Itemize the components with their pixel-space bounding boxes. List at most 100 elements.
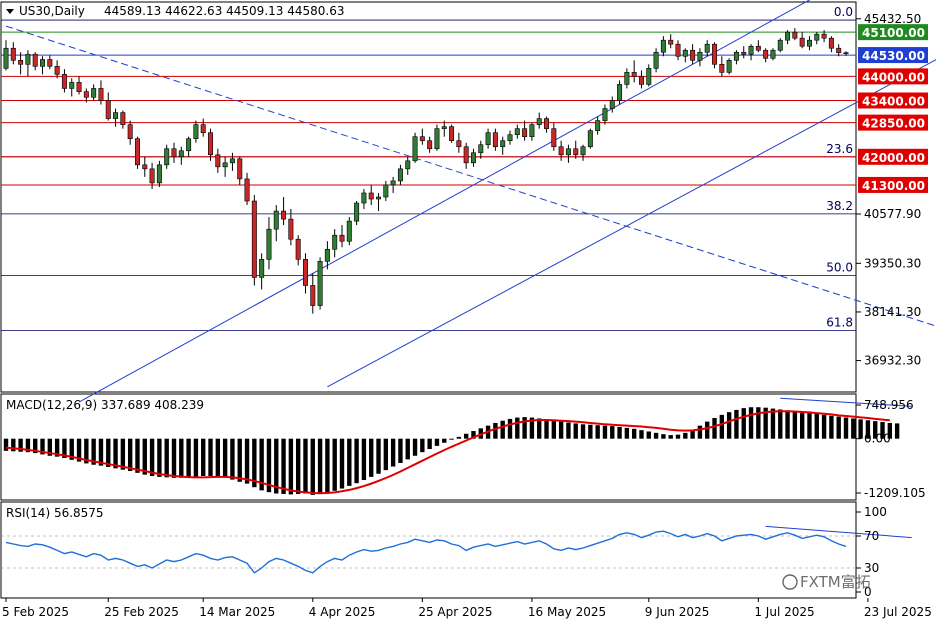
candle-body	[806, 39, 812, 47]
macd-histogram-bar	[208, 438, 213, 476]
macd-histogram-bar	[427, 438, 432, 450]
candle-body	[317, 261, 323, 306]
candle-body	[748, 45, 754, 55]
candle-body	[332, 234, 338, 250]
candle-body	[105, 100, 111, 119]
macd-histogram-bar	[719, 414, 725, 439]
candle-body	[281, 210, 287, 220]
macd-histogram-bar	[266, 438, 272, 493]
macd-histogram-bar	[40, 438, 45, 455]
macd-histogram-bar	[25, 438, 31, 453]
macd-histogram-bar	[179, 438, 184, 478]
triangle-down-icon[interactable]	[6, 9, 14, 14]
candle-body	[624, 72, 630, 85]
candle-body	[653, 51, 659, 69]
candle-body	[244, 178, 250, 202]
macd-histogram-bar	[770, 408, 776, 439]
candle-body	[792, 31, 798, 39]
macd-histogram-bar	[76, 438, 82, 462]
macd-histogram-bar	[741, 408, 746, 439]
candle-body	[514, 128, 520, 135]
macd-pane	[3, 397, 912, 495]
rsi-tick-label: 100	[864, 505, 887, 519]
date-tick-label: 23 Jul 2025	[864, 605, 932, 619]
macd-histogram-bar	[201, 438, 206, 476]
macd-histogram-bar	[799, 412, 805, 439]
candle-body	[522, 128, 528, 137]
fxtm-logo-icon	[782, 574, 798, 590]
macd-histogram-bar	[252, 438, 257, 488]
candle-body	[397, 168, 403, 182]
macd-histogram-bar	[354, 438, 359, 484]
macd-histogram-bar	[873, 421, 878, 439]
level-tag-label: 41300.00	[862, 179, 925, 193]
candle-body	[565, 148, 571, 156]
candle-body	[237, 158, 243, 180]
candle-body	[434, 128, 440, 150]
candle-body	[551, 128, 557, 148]
macd-histogram-bar	[734, 409, 739, 439]
candle-body	[704, 43, 710, 53]
macd-histogram-bar	[361, 438, 367, 481]
candle-body	[558, 146, 564, 156]
macd-signal-line	[5, 410, 890, 495]
macd-histogram-bar	[215, 438, 221, 477]
candle-body	[485, 132, 491, 146]
macd-histogram-bar	[193, 438, 199, 477]
candle-body	[383, 184, 389, 198]
macd-histogram-bar	[91, 438, 96, 465]
candle-body	[595, 120, 601, 131]
macd-histogram-bar	[515, 417, 520, 439]
macd-histogram-bar	[610, 426, 615, 439]
macd-histogram-bar	[683, 432, 688, 439]
ohlc-values: 44589.13 44622.63 44509.13 44580.63	[104, 4, 344, 18]
fib-level-label: 0.0	[834, 5, 853, 19]
macd-histogram-bar	[631, 428, 637, 439]
macd-histogram-bar	[142, 438, 147, 475]
rsi-tick-label: 30	[864, 561, 879, 575]
candle-body	[142, 164, 148, 170]
date-tick-label: 16 May 2025	[528, 605, 606, 619]
candle-body	[61, 74, 67, 89]
candle-body	[777, 39, 783, 51]
candle-body	[660, 39, 666, 53]
candle-body	[178, 150, 184, 158]
fib-level-label: 23.6	[826, 142, 853, 156]
macd-histogram-bar	[244, 438, 250, 484]
macd-histogram-bar	[164, 438, 169, 478]
candle-body	[755, 45, 761, 51]
watermark-text: FXTM富拓	[800, 573, 871, 591]
macd-histogram-bar	[887, 422, 893, 439]
level-tag-label: 45100.00	[862, 26, 925, 40]
candle-body	[376, 196, 382, 200]
candle-body	[361, 192, 367, 204]
rsi-line	[5, 530, 847, 574]
macd-histogram-bar	[113, 438, 118, 469]
candle-body	[40, 59, 46, 67]
macd-histogram-bar	[390, 438, 396, 467]
macd-histogram-bar	[456, 436, 462, 439]
level-tag	[858, 148, 928, 165]
date-tick-label: 4 Apr 2025	[309, 605, 376, 619]
axes: 45432.50 40577.90 39350.30 38141.30 36932.30…	[2, 12, 932, 619]
candle-body	[54, 66, 60, 75]
macd-histogram-bar	[792, 411, 798, 439]
macd-histogram-bar	[295, 438, 301, 494]
candle-body	[149, 168, 155, 184]
macd-histogram-bar	[865, 420, 871, 439]
macd-histogram-bar	[135, 438, 140, 473]
macd-histogram-bar	[11, 438, 16, 452]
macd-histogram-bar	[602, 425, 608, 439]
candle-body	[544, 118, 550, 129]
macd-histogram-bar	[858, 419, 863, 439]
level-tag	[858, 114, 928, 131]
level-tag-label: 44000.00	[862, 70, 925, 84]
candle-body	[25, 53, 31, 65]
macd-histogram-bar	[894, 423, 900, 439]
candle-body	[3, 47, 9, 69]
macd-histogram-bar	[756, 407, 761, 439]
macd-histogram-bar	[529, 417, 535, 439]
candle-body	[646, 68, 652, 85]
macd-histogram-bar	[639, 430, 644, 439]
candle-body	[215, 154, 221, 168]
